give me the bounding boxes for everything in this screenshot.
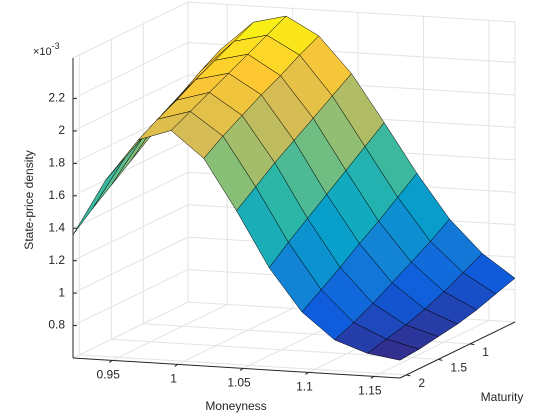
grid-line	[72, 42, 189, 99]
z-tick-label: 0.8	[48, 318, 65, 332]
x-tick-label: 1	[170, 372, 177, 386]
grid-line	[177, 307, 293, 365]
z-axis-label: State-price density	[22, 150, 36, 249]
grid-line	[72, 236, 189, 294]
y-tick	[470, 343, 475, 346]
z-multiplier-base: ×10	[33, 46, 52, 58]
surface	[72, 15, 516, 361]
y-tick-label: 2	[418, 376, 425, 390]
z-multiplier: ×10-3	[33, 41, 60, 58]
z-tick-label: 1	[58, 285, 65, 299]
grid-line	[72, 139, 189, 197]
x-tick	[174, 363, 178, 367]
z-tick-label: 2.2	[48, 91, 65, 105]
grid-line	[112, 303, 228, 361]
x-tick	[305, 371, 309, 375]
x-tick-label: 0.95	[97, 368, 121, 382]
box-edge	[72, 1, 189, 59]
x-tick	[370, 375, 375, 379]
box-edge	[187, 1, 516, 23]
y-tick	[406, 374, 411, 377]
box-edge	[72, 301, 189, 359]
x-tick	[239, 367, 244, 371]
x-tick-label: 1.1	[296, 380, 313, 394]
grid-line	[72, 204, 189, 262]
x-tick	[108, 359, 113, 363]
z-tick-label: 1.4	[48, 220, 65, 234]
z-tick-label: 1.2	[48, 253, 65, 267]
grid-line	[79, 354, 407, 376]
y-axis	[399, 321, 516, 379]
z-tick-label: 1.6	[48, 188, 65, 202]
labels: Moneyness Maturity State-price density ×…	[22, 41, 523, 413]
y-tick	[438, 358, 443, 361]
x-axis	[72, 357, 401, 379]
surface-patch	[367, 338, 420, 361]
y-tick-label: 1	[482, 345, 489, 359]
y-tick-label: 1.5	[450, 361, 467, 375]
y-axis-label: Maturity	[481, 390, 524, 404]
z-tick-label: 2	[58, 123, 65, 137]
z-tick-label: 1.8	[48, 156, 65, 170]
z-multiplier-exponent: -3	[52, 41, 60, 51]
grid-line	[72, 171, 189, 229]
x-axis-label: Moneyness	[205, 399, 266, 413]
grid-line	[72, 269, 189, 327]
x-tick-label: 1.05	[227, 376, 251, 390]
grid-line	[72, 74, 189, 132]
x-tick-label: 1.15	[358, 384, 382, 398]
grid-line	[373, 319, 490, 377]
